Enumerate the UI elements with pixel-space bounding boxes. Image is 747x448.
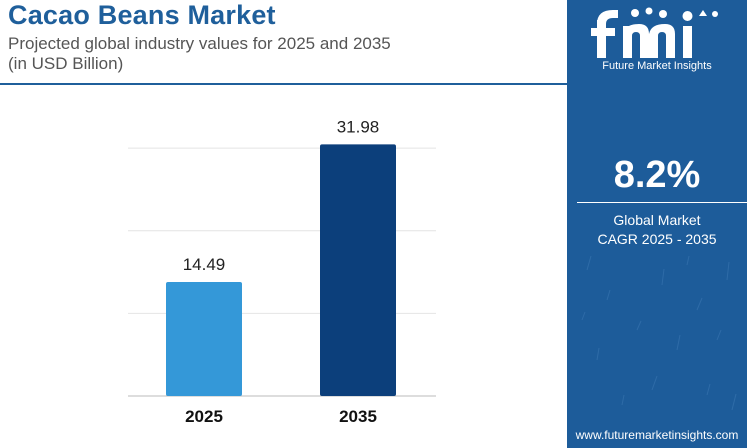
cagr-label-line-2: CAGR 2025 - 2035	[597, 231, 717, 247]
page-subtitle: Projected global industry values for 202…	[8, 34, 391, 74]
data-label-2035: 31.98	[337, 117, 380, 136]
data-label-2025: 14.49	[183, 255, 226, 274]
chart-bars	[166, 144, 396, 396]
cagr-value: 8.2%	[613, 154, 701, 196]
logo-tagline: Future Market Insights	[602, 60, 712, 72]
page-title: Cacao Beans Market	[8, 0, 276, 30]
bar-2025	[166, 281, 242, 396]
bar-2035	[320, 144, 396, 396]
subtitle-line-1: Projected global industry values for 202…	[8, 34, 391, 53]
panel-divider	[577, 202, 747, 203]
chart-labels: 14.49 2025 31.98 2035	[183, 117, 380, 426]
panel-texture	[581, 255, 737, 411]
header-divider	[0, 83, 567, 85]
subtitle-line-2: (in USD Billion)	[8, 54, 124, 73]
x-tick-label-2025: 2025	[185, 407, 223, 426]
side-panel: Future Market Insights 8.2% Global Marke…	[567, 0, 747, 448]
fmi-logo-icon	[591, 7, 718, 58]
cagr-label-line-1: Global Market	[613, 212, 701, 228]
bar-chart: 14.49 2025 31.98 2035	[128, 117, 436, 426]
website-link[interactable]: www.futuremarketinsights.com	[575, 428, 739, 442]
x-tick-label-2035: 2035	[339, 407, 377, 426]
